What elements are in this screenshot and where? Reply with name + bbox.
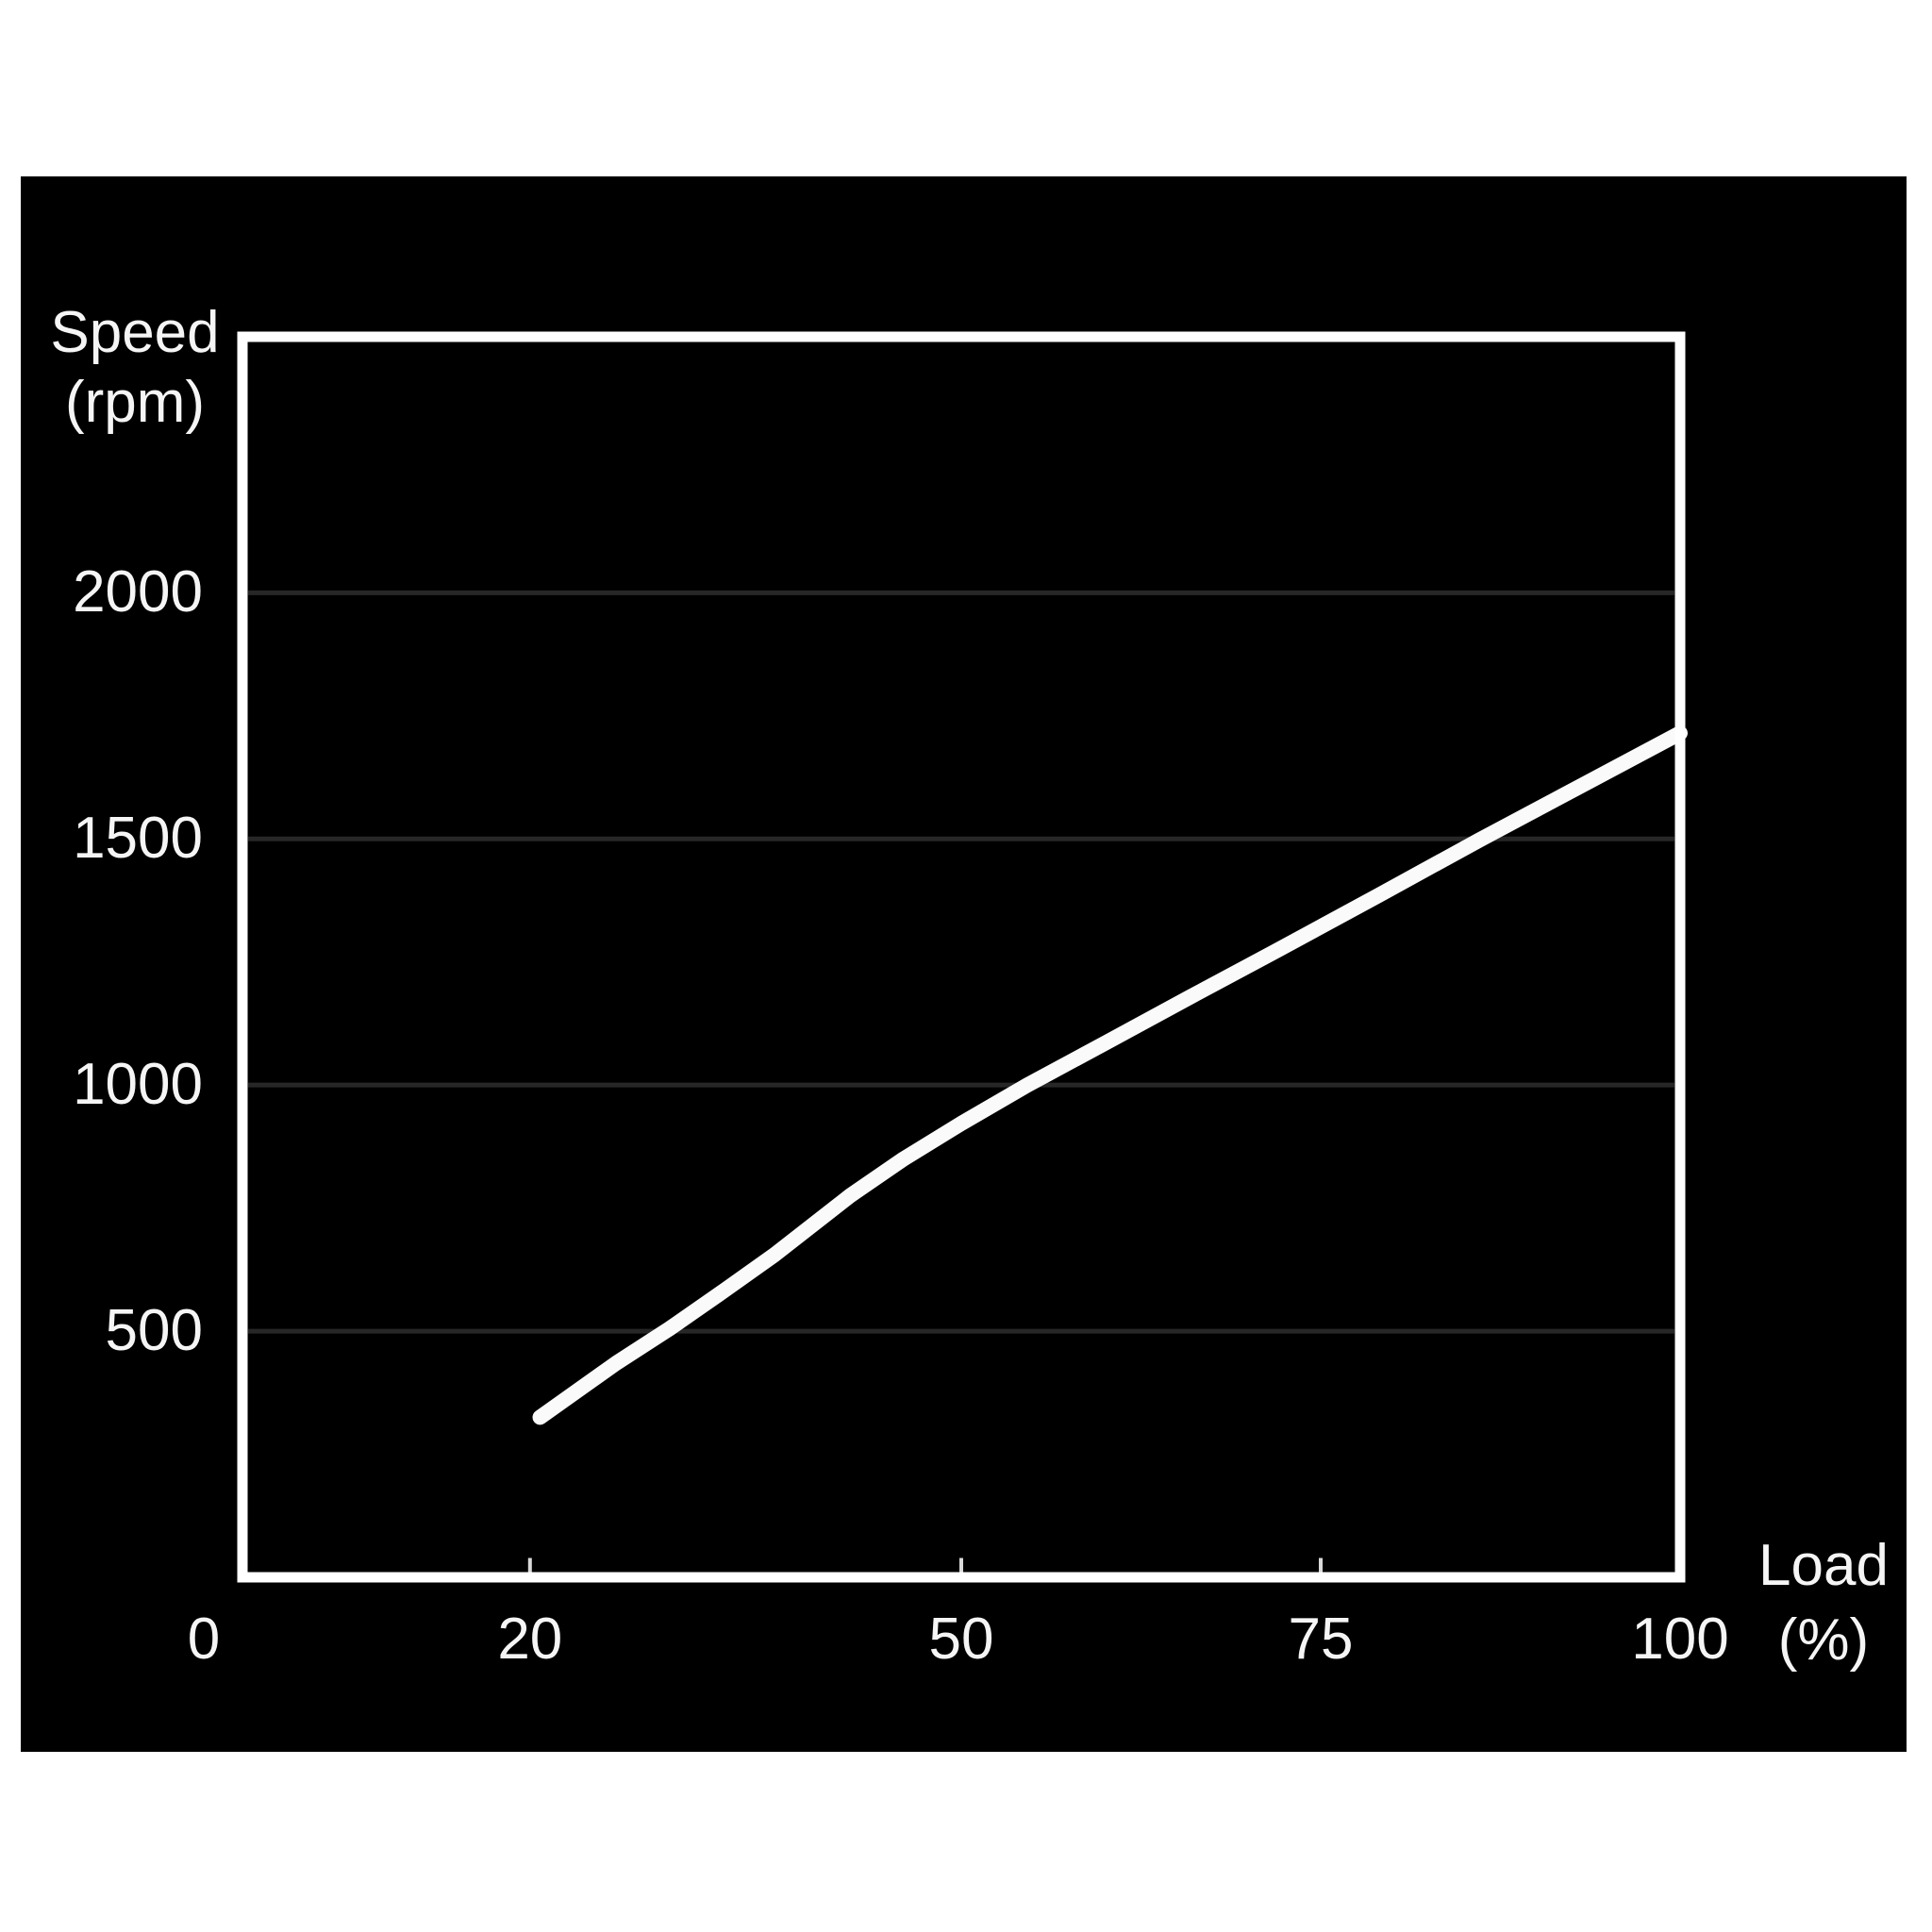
y-tick-label-1500: 1500 bbox=[73, 806, 203, 872]
y-axis-title-line2: (rpm) bbox=[64, 370, 206, 435]
x-tick-label-0: 0 bbox=[187, 1607, 221, 1672]
y-axis-title: Speed (rpm) bbox=[12, 298, 258, 438]
y-tick-label-2000: 2000 bbox=[73, 559, 203, 625]
series-curve-fan-speed-vs-load bbox=[532, 725, 1688, 1425]
x-tick-label-20: 20 bbox=[497, 1607, 563, 1672]
x-axis-title: Load (%) bbox=[1701, 1528, 1932, 1677]
x-axis-title-line1: Load bbox=[1758, 1533, 1889, 1598]
y-axis-title-line1: Speed bbox=[50, 300, 220, 365]
x-tick-label-75: 75 bbox=[1288, 1607, 1354, 1672]
x-tick-label-50: 50 bbox=[928, 1607, 994, 1672]
x-tick-label-100: 100 bbox=[1631, 1607, 1729, 1672]
plot-border bbox=[237, 331, 1686, 1583]
x-axis-title-line2: (%) bbox=[1777, 1607, 1870, 1673]
chart-background bbox=[21, 176, 1907, 1752]
y-tick-label-500: 500 bbox=[105, 1298, 203, 1364]
y-tick-label-1000: 1000 bbox=[73, 1052, 203, 1118]
